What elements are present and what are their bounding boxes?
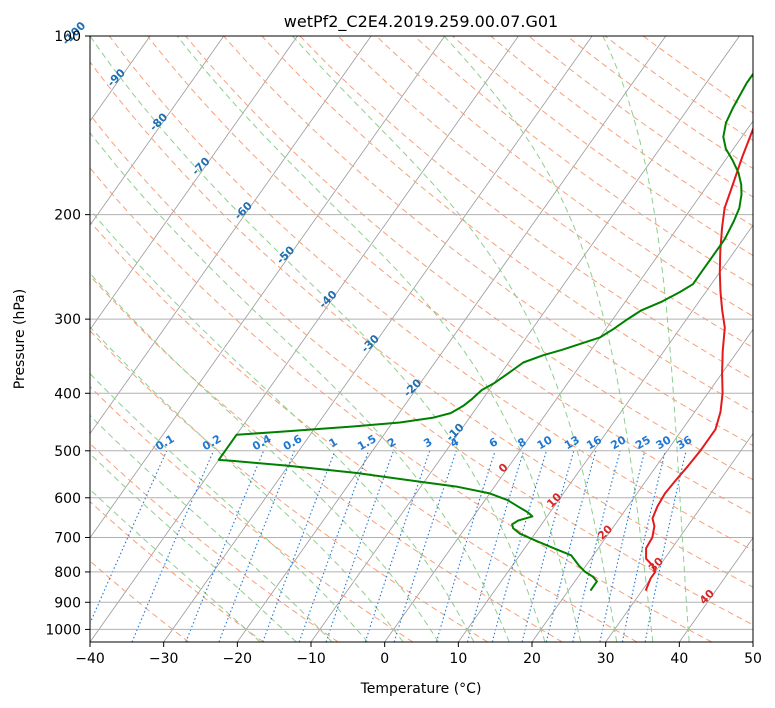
plot-frame xyxy=(89,35,754,643)
dry-adiabat-line xyxy=(223,36,753,447)
dry-adiabat-line xyxy=(414,36,753,287)
profile-lines xyxy=(217,72,753,592)
x-tick-label: 10 xyxy=(449,651,467,667)
x-tick-label: 20 xyxy=(523,651,541,667)
moist-adiabat-line xyxy=(90,36,546,642)
dry-adiabat-line xyxy=(299,36,753,381)
y-tick-label: 800 xyxy=(54,565,81,581)
moist-adiabat-line xyxy=(90,272,439,642)
y-axis: 100 200 300 400 500 600 700 800 900 1000 xyxy=(45,29,90,638)
mixing-ratio-line xyxy=(364,450,431,642)
x-tick-label: −30 xyxy=(149,651,179,667)
y-tick-label: 600 xyxy=(54,491,81,507)
mixing-ratio-line xyxy=(393,450,457,642)
dewpoint-line xyxy=(217,72,753,592)
isotherm-line xyxy=(679,537,753,642)
isotherm-line xyxy=(310,36,740,642)
moist-adiabat-line xyxy=(90,488,261,642)
pressure-gridlines xyxy=(90,36,753,630)
mixing-ratio-line xyxy=(90,450,168,625)
x-tick-label: 30 xyxy=(597,651,615,667)
mixing-ratio-line xyxy=(491,450,547,642)
x-axis-label: Temperature (°C) xyxy=(360,681,482,697)
mixing-ratio-line xyxy=(572,450,621,642)
isotherm-line xyxy=(605,432,753,642)
y-tick-label: 500 xyxy=(54,444,81,460)
y-tick-label: 200 xyxy=(54,208,81,224)
mixing-ratio-line xyxy=(298,450,370,642)
mixing-ratio-line xyxy=(131,450,215,642)
moist-adiabat-line xyxy=(90,453,297,642)
dry-adiabat-line xyxy=(490,36,753,227)
dry-adiabat-line xyxy=(337,36,753,349)
dry-adiabat-line xyxy=(528,36,753,198)
moist-adiabat-line xyxy=(292,36,618,642)
dry-adiabat-line xyxy=(147,36,753,516)
isotherm-line xyxy=(90,36,519,642)
y-tick-label: 400 xyxy=(54,386,81,402)
x-axis: −40 −30 −20 −10 0 10 20 30 40 50 xyxy=(75,642,762,667)
dry-adiabat-line xyxy=(452,36,753,257)
mixing-ratio-line xyxy=(545,450,597,642)
mixing-ratio-line xyxy=(599,450,646,642)
moist-adiabat-line xyxy=(90,132,510,642)
y-tick-label: 900 xyxy=(54,595,81,611)
y-tick-label: 1000 xyxy=(45,622,81,638)
x-tick-label: −40 xyxy=(75,651,105,667)
x-tick-label: −20 xyxy=(223,651,253,667)
isotherm-line xyxy=(90,36,372,435)
temperature-line xyxy=(644,126,753,591)
moist-adiabat-line xyxy=(90,326,404,642)
isotherm-line xyxy=(384,120,753,642)
y-tick-label: 100 xyxy=(54,29,81,45)
isotherm-line xyxy=(458,224,753,642)
dry-adiabat-line xyxy=(90,500,264,642)
mixing-ratio-line xyxy=(466,450,525,642)
x-tick-label: −10 xyxy=(296,651,326,667)
mixing-ratio-line xyxy=(621,450,666,642)
isotherm-line xyxy=(237,36,667,642)
dry-adiabat-line xyxy=(261,36,753,413)
mixing-ratio-line xyxy=(435,450,496,642)
dry-adiabat-line xyxy=(90,442,339,642)
mixing-ratio-line xyxy=(325,450,395,642)
isotherm-line xyxy=(90,36,298,331)
isotherm-line xyxy=(531,328,753,642)
dry-adiabat-line xyxy=(375,36,753,317)
x-tick-label: 50 xyxy=(744,651,762,667)
isotherm-line xyxy=(90,36,446,539)
mixing-ratio-line xyxy=(644,450,687,642)
chart-title: wetPf2_C2E4.2019.259.00.07.G01 xyxy=(284,12,558,32)
y-axis-label: Pressure (hPa) xyxy=(12,289,28,389)
dry-adiabat-line xyxy=(90,275,563,642)
dry-adiabat-line xyxy=(90,113,753,626)
moist-adiabat-line xyxy=(90,209,475,642)
moist-adiabat-line xyxy=(443,36,654,642)
mixing-ratio-line xyxy=(521,450,575,642)
y-tick-label: 300 xyxy=(54,312,81,328)
dry-adiabat-line xyxy=(90,330,488,642)
moist-adiabat-line xyxy=(602,36,690,642)
x-tick-label: 0 xyxy=(380,651,389,667)
dry-adiabat-line xyxy=(90,61,753,588)
x-tick-label: 40 xyxy=(670,651,688,667)
dry-adiabat-line xyxy=(108,36,753,552)
moist-adiabat-line xyxy=(90,372,369,642)
isotherm-line xyxy=(163,36,593,642)
isotherm-line xyxy=(90,36,225,226)
y-tick-label: 700 xyxy=(54,531,81,547)
